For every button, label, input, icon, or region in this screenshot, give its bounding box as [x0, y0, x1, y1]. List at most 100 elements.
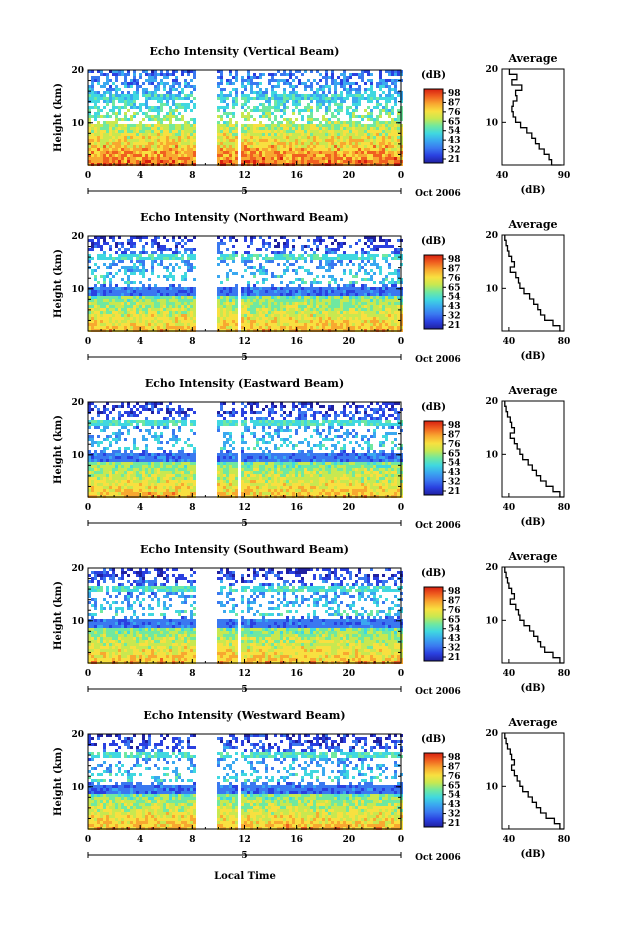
heatmap-cell: [361, 251, 364, 254]
heatmap-cell: [94, 465, 97, 468]
heatmap-cell: [175, 79, 178, 82]
heatmap-cell: [142, 245, 145, 248]
heatmap-cell: [178, 296, 181, 299]
heatmap-cell: [106, 130, 109, 133]
heatmap-cell: [124, 287, 127, 290]
heatmap-cell: [367, 151, 370, 154]
heatmap-cell: [94, 236, 97, 239]
heatmap-cell: [118, 133, 121, 136]
heatmap-cell: [163, 290, 166, 293]
heatmap-cell: [262, 320, 265, 323]
heatmap-cell: [328, 281, 331, 284]
heatmap-cell: [157, 157, 160, 160]
heatmap-cell: [391, 314, 394, 317]
heatmap-cell: [103, 299, 106, 302]
heatmap-cell: [274, 151, 277, 154]
heatmap-cell: [172, 257, 175, 260]
heatmap-cell: [220, 76, 223, 79]
heatmap-cell: [100, 477, 103, 480]
heatmap-cell: [97, 236, 100, 239]
heatmap-cell: [316, 290, 319, 293]
heatmap-cell: [259, 91, 262, 94]
heatmap-cell: [160, 287, 163, 290]
heatmap-cell: [217, 109, 220, 112]
heatmap-cell: [121, 91, 124, 94]
heatmap-cell: [142, 293, 145, 296]
heatmap-cell: [193, 103, 196, 106]
heatmap-cell: [103, 106, 106, 109]
heatmap-cell: [388, 112, 391, 115]
heatmap-cell: [304, 136, 307, 139]
heatmap-cell: [274, 136, 277, 139]
heatmap-cell: [181, 308, 184, 311]
heatmap-cell: [106, 293, 109, 296]
heatmap-cell: [337, 257, 340, 260]
heatmap-cell: [163, 320, 166, 323]
heatmap-cell: [316, 91, 319, 94]
heatmap-cell: [307, 115, 310, 118]
heatmap-cell: [244, 139, 247, 142]
heatmap-cell: [310, 100, 313, 103]
heatmap-cell: [100, 462, 103, 465]
heatmap-cell: [313, 136, 316, 139]
heatmap-cell: [109, 317, 112, 320]
heatmap-cell: [154, 323, 157, 326]
heatmap-cell: [187, 82, 190, 85]
heatmap-cell: [274, 314, 277, 317]
heatmap-cell: [112, 142, 115, 145]
heatmap-cell: [148, 290, 151, 293]
heatmap-cell: [121, 118, 124, 121]
heatmap-cell: [388, 323, 391, 326]
heatmap-cell: [223, 296, 226, 299]
heatmap-cell: [223, 157, 226, 160]
heatmap-cell: [100, 73, 103, 76]
heatmap-cell: [109, 133, 112, 136]
heatmap-cell: [349, 284, 352, 287]
heatmap-cell: [109, 474, 112, 477]
heatmap-cell: [298, 308, 301, 311]
heatmap-cell: [331, 100, 334, 103]
heatmap-cell: [223, 317, 226, 320]
heatmap-cell: [244, 100, 247, 103]
heatmap-cell: [142, 269, 145, 272]
heatmap-cell: [376, 160, 379, 163]
heatmap-cell: [232, 133, 235, 136]
heatmap-cell: [307, 97, 310, 100]
heatmap-cell: [232, 100, 235, 103]
heatmap-cell: [154, 326, 157, 329]
heatmap-cell: [325, 302, 328, 305]
heatmap-cell: [316, 311, 319, 314]
heatmap-cell: [163, 76, 166, 79]
heatmap-cell: [283, 142, 286, 145]
heatmap-cell: [130, 245, 133, 248]
heatmap-cell: [136, 317, 139, 320]
heatmap-cell: [115, 290, 118, 293]
heatmap-cell: [247, 112, 250, 115]
heatmap-cell: [367, 254, 370, 257]
heatmap-cell: [325, 287, 328, 290]
heatmap-cell: [277, 157, 280, 160]
heatmap-cell: [181, 275, 184, 278]
heatmap-cell: [100, 480, 103, 483]
heatmap-cell: [394, 157, 397, 160]
heatmap-cell: [295, 85, 298, 88]
heatmap-cell: [91, 106, 94, 109]
heatmap-cell: [262, 305, 265, 308]
heatmap-cell: [355, 296, 358, 299]
heatmap-cell: [355, 320, 358, 323]
heatmap-cell: [361, 73, 364, 76]
heatmap-cell: [232, 76, 235, 79]
heatmap-cell: [106, 296, 109, 299]
heatmap-cell: [97, 408, 100, 411]
heatmap-cell: [148, 130, 151, 133]
heatmap-cell: [334, 109, 337, 112]
heatmap-cell: [91, 311, 94, 314]
heatmap-cell: [376, 100, 379, 103]
heatmap-cell: [283, 326, 286, 329]
heatmap-cell: [88, 94, 91, 97]
heatmap-cell: [220, 296, 223, 299]
heatmap-cell: [355, 254, 358, 257]
heatmap-cell: [154, 260, 157, 263]
heatmap-cell: [394, 269, 397, 272]
heatmap-cell: [322, 254, 325, 257]
